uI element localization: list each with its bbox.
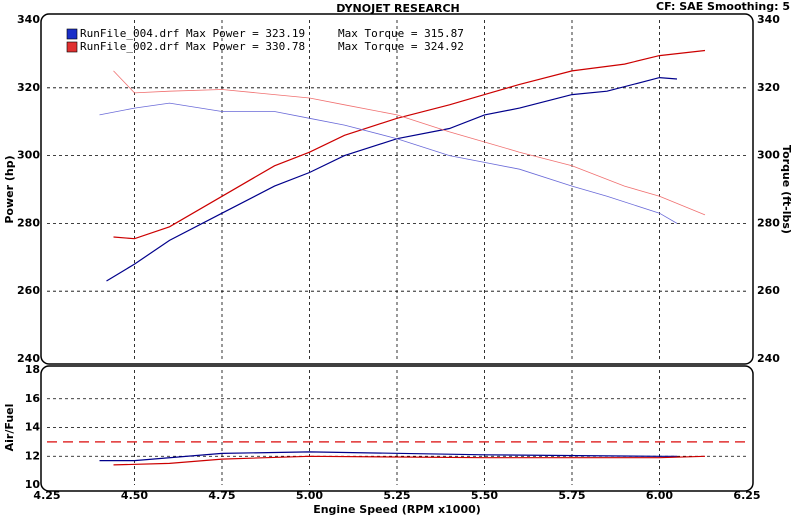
y2-tick-label: 320 <box>757 81 780 94</box>
y-tick-label: 260 <box>17 284 40 297</box>
legend-torque: Max Torque = 315.87 <box>338 27 464 40</box>
series-line <box>113 70 706 216</box>
series-line <box>113 455 706 466</box>
chart-title: DYNOJET RESEARCH <box>336 2 459 15</box>
y2-tick-label: 340 <box>757 13 780 26</box>
legend-label: RunFile_004.drf Max Power = 323.19 <box>80 27 305 40</box>
y-tick-label: 18 <box>25 363 40 376</box>
x-tick-label: 5.50 <box>471 489 498 502</box>
series-line <box>99 102 678 224</box>
legend-label: RunFile_002.drf Max Power = 330.78 <box>80 40 305 53</box>
y2-axis-label: Torque (ft-lbs) <box>780 145 793 234</box>
x-tick-label: 6.25 <box>733 489 760 502</box>
y-tick-label: 14 <box>25 421 41 434</box>
y2-tick-label: 260 <box>757 284 780 297</box>
chart-subtitle: CF: SAE Smoothing: 5 <box>656 0 790 13</box>
y2-tick-label: 280 <box>757 216 780 229</box>
x-tick-label: 4.75 <box>208 489 235 502</box>
y-tick-label: 12 <box>25 449 40 462</box>
y-tick-label: 340 <box>17 13 40 26</box>
legend-swatch <box>66 41 78 53</box>
x-tick-label: 5.75 <box>558 489 585 502</box>
y-tick-label: 300 <box>17 149 40 162</box>
x-tick-label: 5.25 <box>383 489 410 502</box>
x-tick-label: 4.25 <box>33 489 60 502</box>
y-tick-label: 320 <box>17 81 40 94</box>
x-tick-label: 6.00 <box>646 489 673 502</box>
y-tick-label: 10 <box>25 478 41 491</box>
x-tick-label: 5.00 <box>296 489 323 502</box>
series-line <box>113 49 706 240</box>
y-tick-label: 16 <box>25 392 41 405</box>
y2-tick-label: 300 <box>757 149 780 162</box>
legend-torque: Max Torque = 324.92 <box>338 40 464 53</box>
legend-swatch <box>66 28 78 40</box>
y2-tick-label: 240 <box>757 352 780 365</box>
series-line <box>99 451 677 462</box>
y-tick-label: 280 <box>17 216 40 229</box>
y-axis-label: Power (hp) <box>3 155 16 223</box>
x-axis-label: Engine Speed (RPM x1000) <box>313 503 481 516</box>
y-axis-label: Air/Fuel <box>3 404 16 452</box>
x-tick-label: 4.50 <box>121 489 148 502</box>
y-tick-label: 240 <box>17 352 40 365</box>
